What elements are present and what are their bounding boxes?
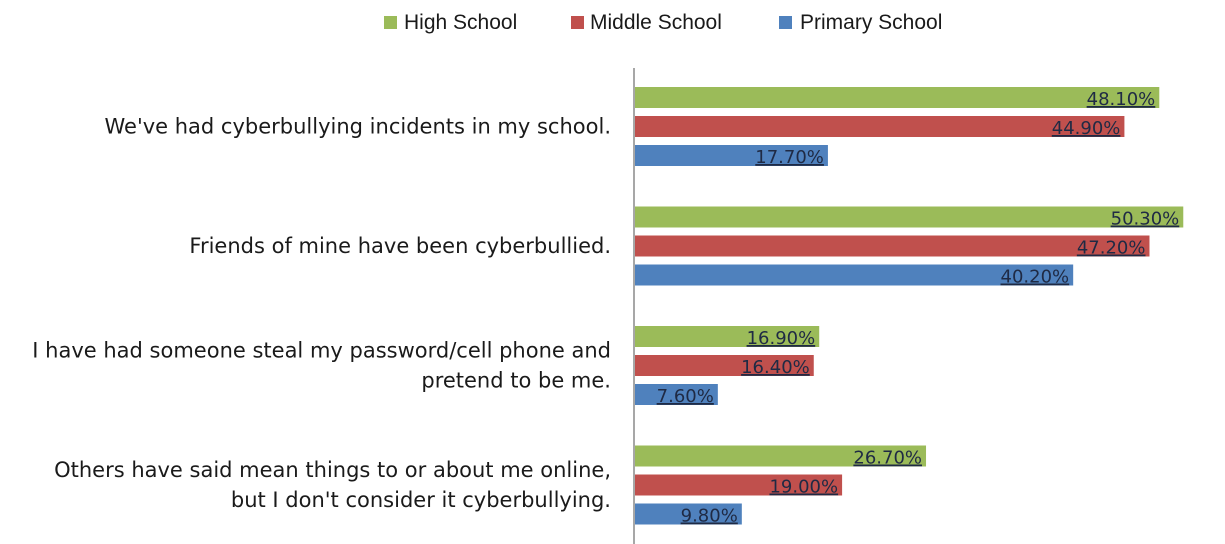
bar-middle-school	[635, 474, 843, 496]
data-label: 9.80%	[681, 506, 738, 527]
legend-swatch-middle-school	[571, 16, 584, 29]
data-label: 40.20%	[1001, 267, 1070, 288]
category-label: Others have said mean things to or about…	[54, 458, 611, 512]
category-label-line: Others have said mean things to or about…	[54, 458, 611, 482]
legend-label-high-school: High School	[404, 11, 517, 34]
data-label: 17.70%	[755, 147, 824, 168]
bar-primary-school	[635, 145, 828, 166]
category-label-line: pretend to be me.	[421, 369, 611, 393]
category-label: Friends of mine have been cyberbullied.	[189, 234, 611, 258]
data-label: 48.10%	[1087, 89, 1156, 110]
bar-high-school	[635, 445, 927, 467]
bar-high-school	[635, 87, 1160, 108]
legend: High School Middle School Primary School	[384, 11, 942, 34]
data-label: 44.90%	[1052, 118, 1121, 139]
category-label: I have had someone steal my password/cel…	[32, 339, 611, 393]
bar-middle-school	[635, 235, 1150, 257]
legend-label-primary-school: Primary School	[800, 11, 942, 34]
bar-primary-school	[635, 384, 718, 405]
data-label: 16.40%	[741, 357, 810, 378]
bar-primary-school	[635, 264, 1074, 286]
data-label: 16.90%	[747, 328, 816, 349]
value-labels: 48.10% 44.90% 17.70% 50.30% 47.20% 40.20% 16.9…	[657, 89, 1180, 527]
data-label: 7.60%	[657, 386, 714, 407]
data-label: 47.20%	[1077, 238, 1146, 259]
bar-middle-school	[635, 116, 1125, 137]
bar-primary-school	[635, 503, 742, 525]
bar-middle-school	[635, 355, 814, 376]
category-label: We've had cyberbullying incidents in my …	[105, 115, 612, 139]
data-label: 19.00%	[769, 477, 838, 498]
data-label: 50.30%	[1111, 209, 1180, 230]
data-label: 26.70%	[853, 448, 922, 469]
bar-high-school	[635, 326, 820, 347]
bars	[635, 87, 1184, 525]
category-label-line: Friends of mine have been cyberbullied.	[189, 234, 611, 258]
category-label-line: I have had someone steal my password/cel…	[32, 339, 611, 363]
legend-label-middle-school: Middle School	[590, 11, 722, 34]
legend-swatch-primary-school	[779, 16, 792, 29]
legend-swatch-high-school	[384, 16, 397, 29]
category-label-line: but I don't consider it cyberbullying.	[231, 488, 611, 512]
category-labels: We've had cyberbullying incidents in my …	[32, 115, 611, 513]
bar-high-school	[635, 206, 1184, 228]
category-label-line: We've had cyberbullying incidents in my …	[105, 115, 612, 139]
